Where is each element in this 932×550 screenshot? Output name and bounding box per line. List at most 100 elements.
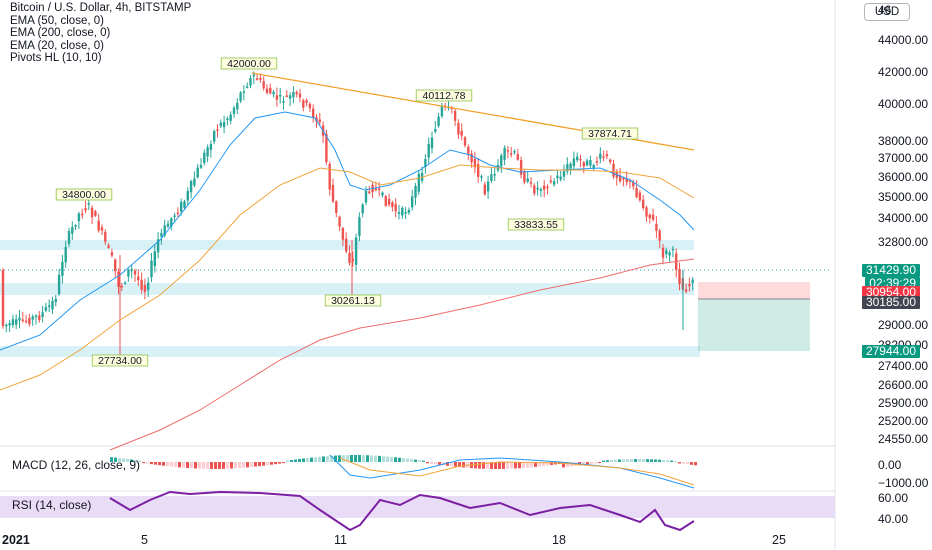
candle-body — [90, 207, 94, 218]
macd-histogram-bar — [546, 462, 549, 466]
rsi-label[interactable]: RSI (14, close) — [12, 498, 92, 512]
symbol-title[interactable]: Bitcoin / U.S. Dollar, 4h, BITSTAMP — [10, 2, 192, 14]
candle-body — [440, 105, 444, 117]
macd-histogram-bar — [534, 462, 537, 467]
candle-body — [434, 128, 437, 132]
macd-histogram-bar — [354, 455, 357, 462]
candle-body — [394, 204, 397, 212]
macd-histogram-bar — [202, 462, 205, 469]
macd-histogram-bar — [226, 462, 229, 469]
candle-body — [361, 204, 364, 214]
candle-body — [592, 165, 595, 168]
candle-body — [38, 315, 41, 321]
macd-histogram-bar — [518, 462, 521, 469]
candle-body — [576, 156, 579, 161]
macd-histogram-bar — [186, 462, 189, 469]
candle-body — [651, 214, 655, 220]
legend-pivots[interactable]: Pivots HL (10, 10) — [10, 52, 102, 64]
candle-body — [477, 164, 480, 177]
candle-body — [249, 77, 252, 86]
macd-histogram-bar — [414, 459, 417, 462]
candle-body — [691, 279, 694, 284]
macd-histogram-bar — [150, 462, 153, 465]
price-axis-label: 40000.00 — [878, 97, 929, 111]
candle-body — [559, 176, 562, 180]
candle-body — [77, 213, 81, 222]
macd-histogram-bar — [126, 458, 129, 462]
time-label-year: 2021 — [2, 533, 30, 547]
candle-body — [612, 163, 615, 177]
macd-histogram-bar — [446, 462, 449, 466]
price-axis-label: 24550.00 — [878, 432, 929, 446]
macd-histogram-bar — [158, 462, 161, 466]
candle-body — [582, 162, 585, 167]
candle-body — [364, 190, 368, 203]
macd-histogram-bar — [634, 459, 637, 462]
candle-body — [506, 150, 510, 152]
pivot-label: 37874.71 — [588, 128, 632, 140]
candle-body — [688, 283, 691, 287]
candle-body — [625, 178, 628, 183]
candle-body — [265, 88, 269, 93]
candle-body — [678, 269, 681, 284]
candle-body — [632, 182, 635, 187]
macd-histogram-bar — [362, 455, 365, 462]
macd-histogram-bar — [590, 462, 593, 464]
candle-body — [34, 315, 38, 318]
candle-body — [193, 178, 196, 186]
candle-body — [71, 227, 74, 234]
macd-histogram-bar — [142, 462, 145, 464]
rsi-line — [109, 490, 695, 532]
currency-button[interactable]: USD — [864, 3, 910, 21]
legend-ema20[interactable]: EMA (20, close, 0) — [10, 39, 104, 52]
pivot-label-box — [55, 188, 113, 201]
candle-body — [510, 153, 513, 155]
candle-body — [609, 159, 612, 162]
short-position-tool[interactable] — [698, 282, 810, 351]
macd-histogram-bar — [642, 459, 645, 462]
price-axis-label: 32800.00 — [878, 235, 929, 249]
macd-histogram-bar — [658, 459, 661, 462]
candle-body — [295, 92, 298, 95]
candle-body — [513, 151, 516, 153]
candle-body — [595, 161, 599, 163]
candle-body — [166, 223, 170, 227]
candle-body — [463, 137, 467, 146]
macd-histogram-bar — [646, 459, 649, 462]
macd-histogram-bar — [434, 462, 437, 465]
macd-histogram-bar — [266, 462, 269, 466]
candle-body — [140, 279, 143, 290]
macd-histogram-bar — [650, 459, 653, 462]
macd-histogram-bar — [490, 462, 493, 469]
candle-body — [523, 171, 526, 183]
candle-body — [308, 103, 312, 109]
candle-body — [272, 91, 275, 95]
candle-body — [460, 130, 463, 136]
macd-histogram-bar — [130, 459, 133, 462]
candle-body — [31, 316, 34, 320]
candle-body — [381, 192, 384, 196]
macd-axis-zero: 0.00 — [878, 458, 902, 472]
macd-histogram-bar — [222, 462, 225, 469]
time-label-11: 11 — [334, 533, 347, 547]
pivot-label-box — [507, 218, 565, 231]
candle-body — [599, 153, 602, 159]
macd-histogram-bar — [242, 462, 245, 468]
candle-body — [160, 233, 163, 237]
macd-histogram-bar — [262, 462, 265, 466]
pivot-labels: 42000.00 40112.78 37874.71 34800.00 33833.55… — [55, 57, 639, 367]
macd-label[interactable]: MACD (12, 26, close, 9) — [12, 458, 141, 472]
candle-body — [671, 248, 675, 251]
candle-body — [100, 227, 104, 231]
candle-body — [18, 317, 21, 321]
legend-ema200[interactable]: EMA (200, close, 0) — [10, 27, 111, 39]
legend-ema50[interactable]: EMA (50, close, 0) — [10, 14, 104, 27]
candle-body — [516, 154, 519, 160]
macd-histogram-bar — [514, 462, 517, 469]
macd-histogram-bar — [402, 458, 405, 462]
price-axis-label: 35000.00 — [878, 190, 929, 204]
pivot-label: 40112.78 — [422, 90, 465, 102]
candle-body — [348, 252, 351, 264]
macd-histogram-bar — [622, 459, 625, 462]
